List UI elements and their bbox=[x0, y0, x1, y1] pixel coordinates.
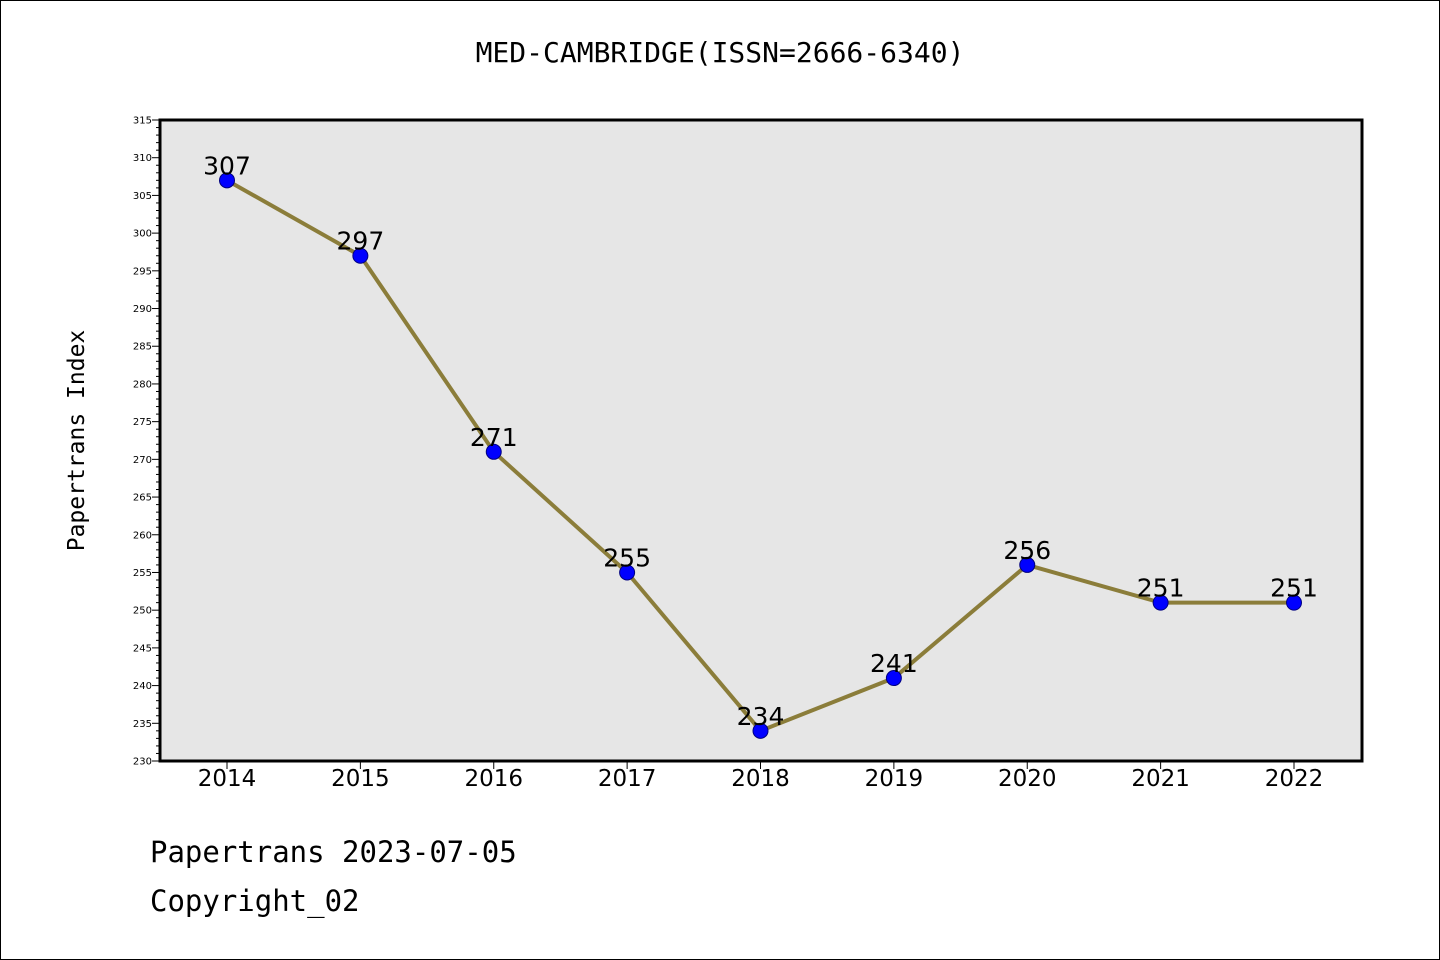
y-tick-label: 255 bbox=[133, 568, 152, 579]
y-tick-label: 245 bbox=[133, 643, 152, 654]
data-label: 234 bbox=[737, 702, 785, 731]
x-tick-label: 2017 bbox=[598, 766, 657, 792]
data-label: 256 bbox=[1003, 536, 1051, 565]
y-tick-label: 280 bbox=[133, 379, 152, 390]
footer-copyright: Copyright_02 bbox=[150, 884, 360, 918]
x-tick-label: 2019 bbox=[865, 766, 924, 792]
data-point bbox=[219, 172, 235, 189]
x-tick-label: 2016 bbox=[464, 766, 523, 792]
chart-title: MED-CAMBRIDGE(ISSN=2666-6340) bbox=[475, 36, 965, 69]
data-label: 251 bbox=[1270, 574, 1318, 603]
data-label: 251 bbox=[1137, 574, 1185, 603]
y-tick-label: 305 bbox=[133, 191, 152, 202]
plot-border bbox=[158, 118, 1364, 763]
data-point bbox=[1019, 556, 1036, 573]
plot-area bbox=[160, 120, 1362, 761]
y-tick-label: 310 bbox=[133, 153, 152, 164]
x-tick-label: 2022 bbox=[1265, 766, 1324, 792]
data-point bbox=[885, 670, 902, 687]
x-tick-label: 2014 bbox=[198, 766, 257, 792]
x-tick-label: 2021 bbox=[1131, 766, 1190, 792]
y-tick-label: 295 bbox=[133, 266, 152, 277]
x-tick-label: 2015 bbox=[331, 766, 390, 792]
y-tick-label: 270 bbox=[133, 455, 152, 466]
y-tick-label: 265 bbox=[133, 493, 152, 504]
y-tick-label: 250 bbox=[133, 606, 152, 617]
y-tick-label: 315 bbox=[133, 116, 152, 127]
y-tick-label: 285 bbox=[133, 342, 152, 353]
data-point bbox=[619, 564, 636, 581]
data-point bbox=[352, 247, 369, 264]
data-label: 307 bbox=[203, 151, 251, 180]
data-label: 241 bbox=[870, 649, 918, 678]
y-tick-label: 300 bbox=[133, 229, 152, 240]
y-tick-label: 240 bbox=[133, 681, 152, 692]
data-point bbox=[1286, 594, 1302, 611]
y-tick-label: 260 bbox=[133, 530, 152, 541]
x-tick-label: 2020 bbox=[998, 766, 1057, 792]
y-tick-label: 275 bbox=[133, 417, 152, 428]
data-point bbox=[485, 443, 502, 460]
data-label: 255 bbox=[603, 543, 651, 572]
data-point bbox=[752, 722, 769, 739]
y-tick-label: 235 bbox=[133, 719, 152, 730]
data-point bbox=[1152, 594, 1169, 611]
footer-date: Papertrans 2023-07-05 bbox=[150, 835, 517, 869]
y-tick-label: 290 bbox=[133, 304, 152, 315]
y-tick-label: 230 bbox=[133, 757, 152, 768]
y-axis-label: Papertrans Index bbox=[64, 330, 90, 552]
data-label: 297 bbox=[337, 227, 385, 256]
x-tick-label: 2018 bbox=[731, 766, 790, 792]
data-label: 271 bbox=[470, 423, 518, 452]
